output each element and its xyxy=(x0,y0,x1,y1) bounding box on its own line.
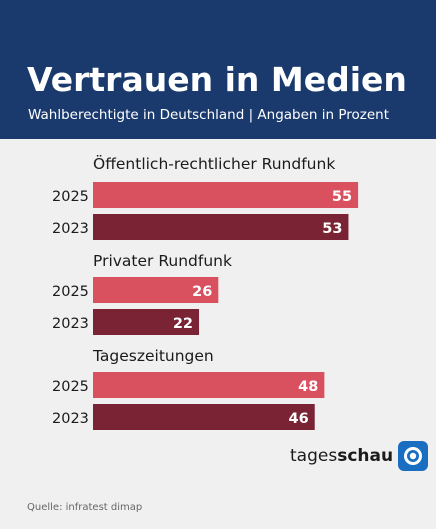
chart-subtitle: Wahlberechtigte in Deutschland | Angaben… xyxy=(28,107,390,123)
data-label: 26 xyxy=(192,284,212,300)
year-label: 2023 xyxy=(52,316,89,332)
bar-2025 xyxy=(93,372,325,398)
bar-2025 xyxy=(93,277,219,303)
data-label: 55 xyxy=(332,189,352,205)
logo-wordmark: tagesschau xyxy=(290,446,393,466)
year-label: 2025 xyxy=(52,284,89,300)
group-label: Öffentlich-rechtlicher Rundfunk xyxy=(93,154,335,173)
chart-title: Vertrauen in Medien xyxy=(27,60,407,99)
year-label: 2025 xyxy=(52,379,89,395)
year-label: 2023 xyxy=(52,411,89,427)
data-label: 46 xyxy=(289,411,309,427)
header-banner: Vertrauen in Medien Wahlberechtigte in D… xyxy=(0,0,436,139)
source-note: Quelle: infratest dimap xyxy=(27,502,143,513)
bar-2023 xyxy=(93,309,200,335)
bar-2023 xyxy=(93,404,315,430)
logo-prefix: tages xyxy=(290,446,338,466)
data-label: 53 xyxy=(322,221,342,237)
bar-2025 xyxy=(93,182,359,208)
globe-icon xyxy=(398,441,429,471)
bar-2023 xyxy=(93,214,349,240)
logo-bold: schau xyxy=(337,446,394,466)
data-label: 22 xyxy=(173,316,193,332)
group-label: Tageszeitungen xyxy=(92,347,214,365)
year-label: 2023 xyxy=(52,221,89,237)
year-label: 2025 xyxy=(52,189,89,205)
tagesschau-logo: tagesschau xyxy=(290,440,429,472)
group-label: Privater Rundfunk xyxy=(93,252,232,270)
data-label: 48 xyxy=(298,379,318,395)
